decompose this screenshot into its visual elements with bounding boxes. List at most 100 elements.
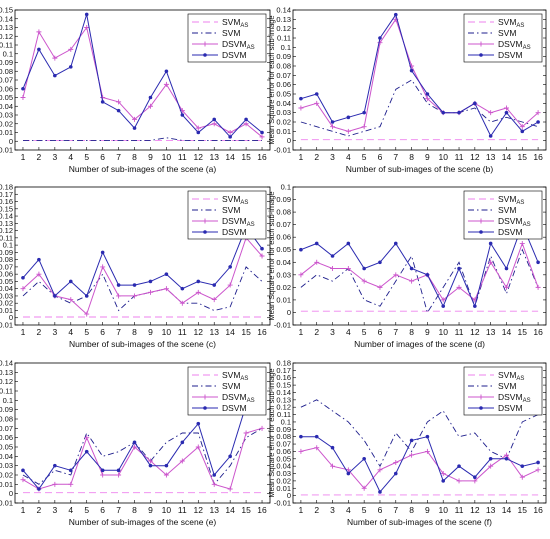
y-tick-label: 0.03 <box>276 108 291 117</box>
x-axis-label: Number of images of the scene (d) <box>354 339 485 349</box>
data-point <box>346 241 351 246</box>
y-tick-label: 0.09 <box>0 248 13 257</box>
data-point <box>314 100 320 106</box>
y-tick-label: 0.16 <box>0 197 13 206</box>
data-point <box>457 464 461 468</box>
legend-marker <box>202 218 208 224</box>
x-tick-label: 14 <box>502 505 512 515</box>
data-point <box>53 73 57 78</box>
data-point <box>314 92 319 96</box>
legend-label: SVM <box>222 381 240 391</box>
data-point <box>196 421 201 426</box>
data-point <box>163 472 169 478</box>
data-point <box>195 444 201 450</box>
y-tick-label: 0.09 <box>276 195 291 204</box>
y-tick-label: 0.05 <box>276 454 291 463</box>
data-point <box>84 449 89 454</box>
x-tick-label: 5 <box>362 152 367 162</box>
data-point <box>535 110 541 116</box>
data-point <box>148 463 153 468</box>
x-axis-label: Number of sub-images of the scene (b) <box>346 164 494 174</box>
x-tick-label: 10 <box>438 152 448 162</box>
y-tick-label: 0.02 <box>276 118 291 127</box>
data-point <box>259 253 265 259</box>
data-point <box>440 471 446 477</box>
y-tick-label: 0.13 <box>276 395 291 404</box>
series-line-4 <box>22 14 263 138</box>
data-point <box>36 29 42 35</box>
data-point <box>393 12 398 17</box>
data-point <box>164 272 169 276</box>
x-tick-label: 6 <box>100 505 105 515</box>
x-tick-label: 3 <box>330 152 335 162</box>
x-tick-label: 13 <box>209 327 219 337</box>
x-tick-label: 7 <box>393 327 398 337</box>
y-axis-label: Mean Square error for each sub-image <box>267 15 276 144</box>
x-tick-label: 8 <box>409 505 414 515</box>
data-point <box>100 250 105 255</box>
data-point <box>299 96 303 101</box>
x-tick-label: 8 <box>409 327 414 337</box>
data-point <box>535 467 541 473</box>
x-tick-label: 10 <box>438 505 448 515</box>
legend-box <box>463 13 543 63</box>
data-point <box>299 247 303 252</box>
y-tick-label: 0.04 <box>0 452 13 461</box>
data-point <box>425 92 430 96</box>
legend-marker <box>479 53 483 57</box>
data-point <box>68 46 74 52</box>
y-tick-label: 0.08 <box>0 255 13 264</box>
y-tick-label: 0.05 <box>0 93 13 102</box>
data-point <box>164 69 169 74</box>
x-axis-label: Number of sub-images of the scene (f) <box>347 517 492 527</box>
data-point <box>100 468 105 473</box>
data-point <box>163 286 169 292</box>
data-point <box>212 473 217 477</box>
y-tick-label: 0.11 <box>0 387 13 396</box>
data-point <box>488 259 494 265</box>
data-point <box>196 279 201 284</box>
data-point <box>132 126 137 130</box>
x-tick-label: 9 <box>148 505 153 515</box>
x-tick-label: 7 <box>393 152 398 162</box>
data-point <box>211 481 217 487</box>
y-tick-label: 0.07 <box>0 262 13 271</box>
legend-box <box>463 190 543 240</box>
series-line-2 <box>300 79 539 137</box>
legend-box <box>187 366 267 416</box>
data-point <box>330 463 336 469</box>
y-tick-label: 0.14 <box>0 359 13 368</box>
y-tick-label: 0.05 <box>276 90 291 99</box>
data-point <box>441 479 446 483</box>
y-tick-label: 0.18 <box>0 183 13 192</box>
legend-marker <box>203 53 207 57</box>
data-point <box>377 467 383 473</box>
data-point <box>227 486 233 492</box>
x-tick-label: 10 <box>438 327 448 337</box>
y-tick-label: 0.01 <box>276 127 291 136</box>
legend-marker <box>478 218 484 224</box>
data-point <box>116 293 122 299</box>
y-tick-label: -0.01 <box>0 499 13 508</box>
data-point <box>227 282 233 288</box>
y-tick-label: 0.01 <box>276 295 291 304</box>
series-line-4 <box>22 404 263 490</box>
x-tick-label: 16 <box>257 327 267 337</box>
data-point <box>314 445 320 451</box>
legend-label: SVM <box>222 28 240 38</box>
x-tick-label: 10 <box>162 327 172 337</box>
x-tick-label: 12 <box>470 152 480 162</box>
x-tick-label: 15 <box>518 505 528 515</box>
x-tick-label: 16 <box>533 327 543 337</box>
legend-label: DSVM <box>498 50 523 60</box>
data-point <box>488 463 494 469</box>
legend-label: DSVM <box>498 403 523 413</box>
x-tick-label: 10 <box>162 505 172 515</box>
data-point <box>536 460 540 465</box>
chart-panel-6: -0.0100.010.020.030.040.050.060.070.080.… <box>267 359 547 527</box>
data-point <box>52 55 58 61</box>
y-tick-label: -0.01 <box>0 321 13 330</box>
data-point <box>425 434 430 439</box>
